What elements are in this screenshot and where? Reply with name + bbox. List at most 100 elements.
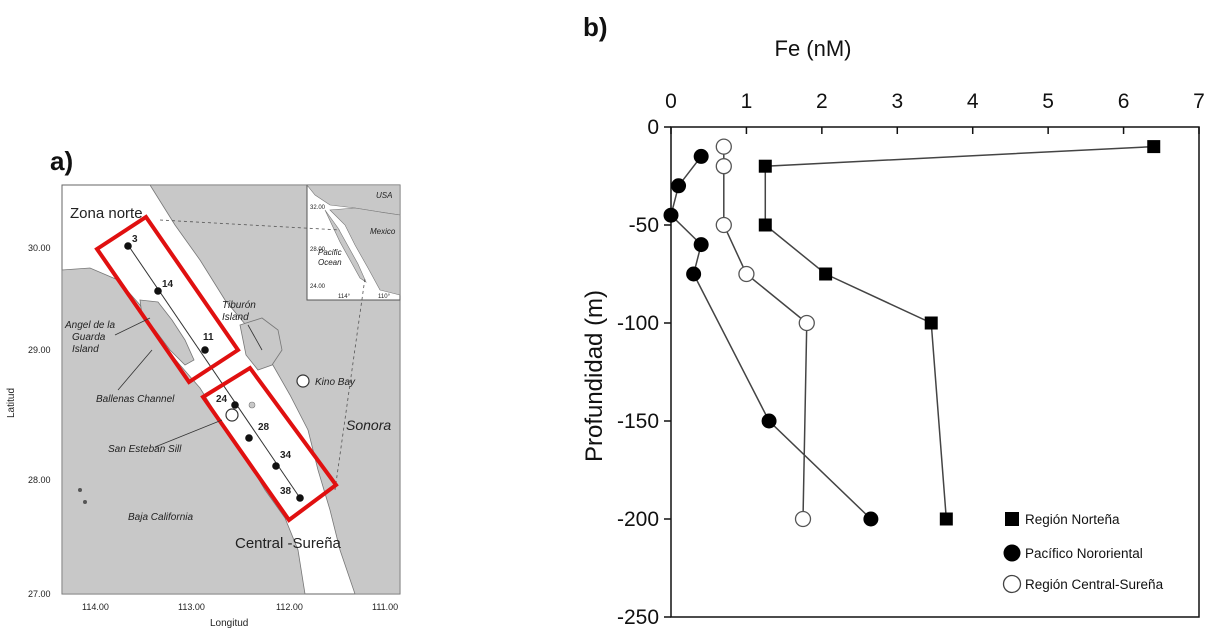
y-axis: 0 -50 -100 -150 -200 -250 [617,116,671,629]
station-14-label: 14 [162,279,174,290]
tiburon-label-2: Island [222,312,249,323]
data-point [794,510,812,528]
map-xlabel: Longitud [210,618,248,629]
data-point [758,218,772,232]
station-34-label: 34 [280,450,292,461]
chart-ylabel: Profundidad (m) [581,290,608,462]
y-tick-label: 0 [647,116,659,139]
central-surena-box [200,365,339,523]
map-ytick: 29.00 [28,345,51,355]
chart-title: Fe (nM) [775,36,852,61]
small-island [248,401,256,409]
inset-baja-land [324,209,367,283]
data-point [758,159,772,173]
map-ytick: 28.00 [28,475,51,485]
inset-xtick: 110° [378,294,391,300]
esteban-label: San Esteban Sill [108,444,182,455]
legend-label: Región Norteña [1025,512,1120,527]
inset-connector [159,219,341,231]
angel-label-1: Angel de la [64,320,115,331]
x-axis: 0 1 2 3 4 5 6 7 [665,90,1205,134]
data-point [715,138,732,155]
series-2 [715,138,815,528]
map-xtick: 112.00 [276,602,303,612]
series-line [670,155,872,520]
station-14 [154,287,162,295]
sonora-label: Sonora [346,417,391,433]
station-38 [296,494,304,502]
ballenas-label: Ballenas Channel [96,394,175,405]
pointer-line [154,419,223,448]
tiburon-label-1: Tiburón [222,300,256,311]
map-ytick: 27.00 [28,589,51,599]
map-xtick: 114.00 [82,602,109,612]
chart-panel: Fe (nM) Profundidad (m) 0 1 2 3 4 5 6 7 0 -50 -10… [581,36,1205,629]
inset-xtick: 114° [338,294,351,300]
x-tick-label: 7 [1193,90,1205,113]
map-xtick: 113.00 [178,602,205,612]
y-tick-label: -250 [617,606,659,629]
legend-marker [1005,512,1019,526]
angel-label-2: Guarda [72,332,106,343]
station-3-label: 3 [132,234,138,245]
pointer-line [247,324,263,351]
legend-label: Pacífico Nororiental [1025,546,1143,561]
data-point [863,511,879,527]
stations: 3 14 11 24 28 34 38 [124,234,310,502]
inset-ocean-label-2: Ocean [318,258,342,267]
series-0 [758,140,1161,526]
data-point [715,216,732,234]
station-38-label: 38 [280,486,292,497]
station-11-label: 11 [203,332,214,343]
station-open-circle [225,408,239,422]
panel-a-label: a) [50,146,74,176]
kino-label: Kino Bay [315,377,356,388]
data-point [663,207,679,223]
data-point [1147,140,1161,154]
data-point [693,148,709,164]
data-point [715,158,732,175]
x-tick-label: 2 [816,90,828,113]
x-tick-label: 5 [1042,90,1054,113]
inset-ocean-label-1: Pacific [318,248,342,257]
x-tick-label: 4 [967,90,979,113]
data-point [686,266,702,282]
legend-label: Región Central-Sureña [1025,577,1164,592]
inset-mexico-label: Mexico [370,227,396,236]
inset-ytick: 32.00 [310,205,326,211]
y-tick-label: -100 [617,312,659,335]
x-tick-label: 3 [891,90,903,113]
kino-bay-marker [296,374,310,388]
series-layer [663,138,1161,528]
series-1 [663,148,879,527]
x-tick-label: 1 [741,90,753,113]
legend-marker [1002,574,1022,594]
small-island [78,488,82,492]
data-point [761,413,777,429]
legend: Región Norteña Pacífico Nororiental Región… [1002,512,1164,594]
zona-norte-label: Zona norte [70,205,143,222]
station-34 [272,462,280,470]
data-point [738,265,755,283]
data-point [671,178,687,194]
station-28-label: 28 [258,422,270,433]
zona-norte-box [94,214,241,385]
legend-marker [1003,544,1021,562]
pointer-line [117,349,153,391]
panel-b-label: b) [583,12,608,42]
station-3 [124,242,132,250]
data-point [939,512,953,526]
inset-mexico-land [329,207,401,296]
map-ylabel: Latitud [6,388,17,418]
data-point [924,316,938,330]
y-tick-label: -50 [629,214,659,237]
tiburon-island [239,317,283,371]
map-xtick: 111.00 [372,602,398,612]
transect-line [127,244,301,499]
series-line [764,145,1154,520]
baja-label: Baja California [128,512,193,523]
station-28 [245,434,253,442]
map-ytick: 30.00 [28,243,51,253]
station-11 [201,346,209,354]
plot-frame [670,126,1200,618]
